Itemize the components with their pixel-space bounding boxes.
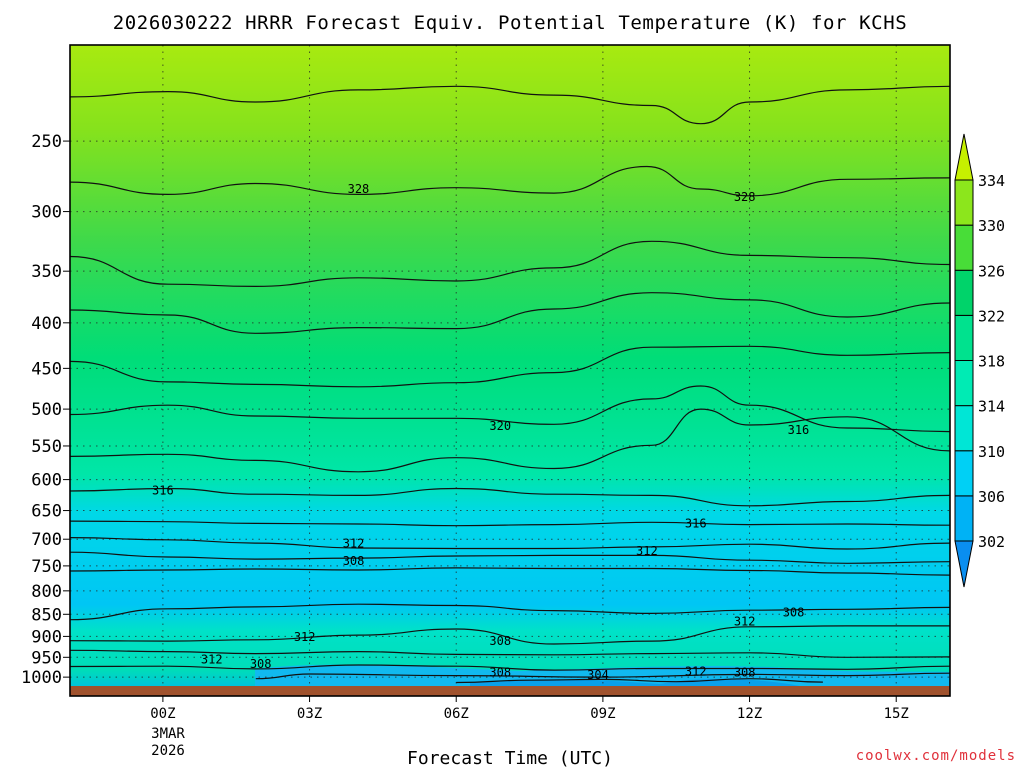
contour-line-316-7 <box>70 487 950 507</box>
contour-line-314-8 <box>70 520 950 527</box>
x-tick-label-4: 12Z <box>737 706 762 722</box>
x-date-day: 3MAR <box>151 726 185 742</box>
contour-line-326-2 <box>70 240 950 288</box>
contour-label-0: 328 <box>348 182 370 196</box>
y-tick-label-13: 900 <box>31 627 62 647</box>
contour-label-18: 308 <box>734 665 756 679</box>
contour-line-312-9 <box>70 537 950 550</box>
x-tick-label-1: 03Z <box>297 706 322 722</box>
y-tick-label-10: 750 <box>31 557 62 577</box>
colorbar-label-1: 306 <box>978 488 1005 506</box>
y-tick-label-9: 700 <box>31 530 62 550</box>
colorbar-label-2: 310 <box>978 443 1005 461</box>
x-date-year: 2026 <box>151 743 185 759</box>
y-tick-label-7: 600 <box>31 471 62 491</box>
contour-label-11: 312 <box>294 630 316 644</box>
contour-line-306-16 <box>255 672 950 680</box>
contour-label-7: 312 <box>636 544 658 558</box>
y-tick-label-5: 500 <box>31 400 62 420</box>
x-axis-label: Forecast Time (UTC) <box>407 748 613 768</box>
colorbar-label-3: 314 <box>978 398 1005 416</box>
contour-line-308-13 <box>70 625 950 645</box>
colorbar-label-6: 326 <box>978 262 1005 280</box>
site-credit: coolwx.com/models <box>856 748 1016 764</box>
equiv-potential-temperature-field <box>70 45 950 696</box>
contour-label-5: 316 <box>685 516 707 530</box>
y-tick-label-0: 250 <box>31 132 62 152</box>
contour-label-14: 308 <box>250 657 272 671</box>
colorbar-label-0: 302 <box>978 533 1005 551</box>
y-tick-label-3: 400 <box>31 314 62 334</box>
contour-line-318-6 <box>70 408 950 473</box>
y-tick-label-15: 1000 <box>21 668 62 688</box>
contour-line-312-14 <box>70 649 950 658</box>
contour-line-306-12 <box>70 603 950 621</box>
grid-lines <box>70 45 950 696</box>
plot-frame <box>69 44 951 697</box>
y-tick-label-1: 300 <box>31 203 62 223</box>
colorbar-label-7: 330 <box>978 217 1005 235</box>
colorbar-segment-6 <box>954 224 974 271</box>
contour-lines <box>70 85 950 684</box>
colorbar: 302 306 310 314 318 322 326 330 334 <box>954 133 1005 588</box>
contour-line-308-11 <box>70 567 950 576</box>
colorbar-segment-1 <box>954 450 974 497</box>
x-tick-label-3: 09Z <box>590 706 615 722</box>
contour-label-2: 320 <box>489 419 511 433</box>
contour-line-324-3 <box>70 292 950 334</box>
contour-label-6: 312 <box>343 537 365 551</box>
contour-label-13: 312 <box>201 653 223 667</box>
y-tick-label-8: 650 <box>31 502 62 522</box>
x-tick-label-0: 00Z <box>150 706 175 722</box>
contour-label-3: 316 <box>788 423 810 437</box>
y-tick-label-4: 450 <box>31 359 62 379</box>
y-tick-label-12: 850 <box>31 605 62 625</box>
contour-line-330-0 <box>70 85 950 125</box>
colorbar-segment-0 <box>954 495 974 542</box>
plot-area: 328 328 320 316 316 316 312 312 308 308 312 312 308 3… <box>70 45 950 696</box>
x-tick-label-5: 15Z <box>884 706 909 722</box>
colorbar-label-8: 334 <box>978 172 1005 190</box>
x-tick-label-2: 06Z <box>444 706 469 722</box>
y-tick-label-6: 550 <box>31 437 62 457</box>
colorbar-min-triangle <box>954 540 974 588</box>
contour-label-12: 308 <box>489 634 511 648</box>
y-axis: 2503003504004505005506006507007508008509… <box>21 132 70 688</box>
contour-label-9: 308 <box>783 605 805 619</box>
contour-label-17: 312 <box>685 664 707 678</box>
colorbar-segment-3 <box>954 360 974 407</box>
colorbar-segment-2 <box>954 405 974 452</box>
colorbar-segment-7 <box>954 179 974 226</box>
colorbar-segment-5 <box>954 269 974 316</box>
contour-line-320-5 <box>70 385 950 433</box>
colorbar-segment-4 <box>954 314 974 361</box>
y-tick-label-14: 950 <box>31 648 62 668</box>
contour-line-304-17 <box>456 678 823 684</box>
y-tick-label-11: 800 <box>31 582 62 602</box>
contour-label-1: 328 <box>734 190 756 204</box>
contour-label-15: 308 <box>489 665 511 679</box>
y-tick-label-2: 350 <box>31 262 62 282</box>
colorbar-label-4: 318 <box>978 353 1005 371</box>
contour-line-322-4 <box>70 345 950 388</box>
contour-line-310-10 <box>70 551 950 564</box>
contour-label-10: 312 <box>734 615 756 629</box>
contour-label-8: 308 <box>343 554 365 568</box>
chart-title: 2026030222 HRRR Forecast Equiv. Potentia… <box>113 12 908 34</box>
terrain-ground-strip <box>70 686 950 696</box>
contour-line-328-1 <box>70 165 950 197</box>
colorbar-label-5: 322 <box>978 307 1005 325</box>
x-axis: 00Z 03Z 06Z 09Z 12Z 15Z <box>150 696 909 722</box>
contour-label-4: 316 <box>152 483 174 497</box>
contour-label-16: 304 <box>587 668 609 682</box>
colorbar-max-triangle <box>954 133 974 181</box>
contour-line-310-15 <box>70 664 950 671</box>
contour-labels: 328 328 320 316 316 316 312 312 308 308 312 312 308 3… <box>152 182 809 682</box>
